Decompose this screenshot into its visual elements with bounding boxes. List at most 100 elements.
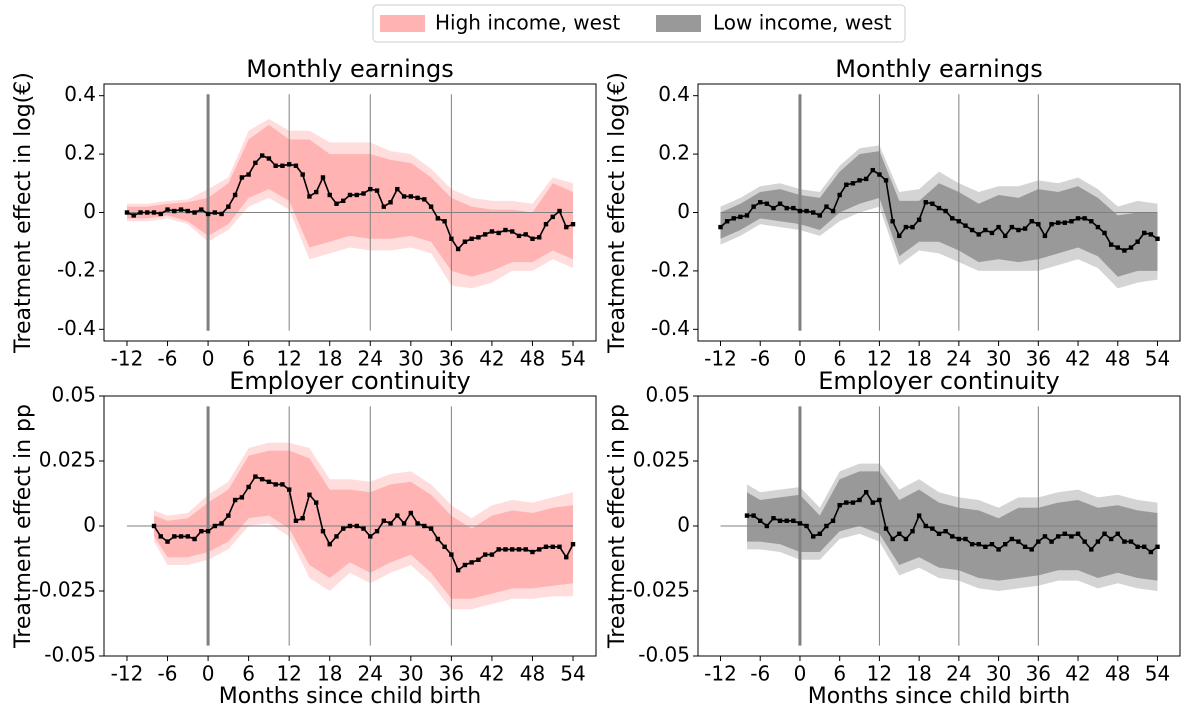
point: [983, 227, 988, 233]
point: [1062, 220, 1067, 225]
x-tick-label: 0: [202, 662, 215, 686]
point: [1135, 544, 1140, 549]
point: [482, 552, 488, 557]
point: [777, 518, 783, 523]
point: [877, 172, 882, 177]
point: [1016, 539, 1021, 544]
point: [482, 232, 488, 237]
point: [151, 523, 157, 529]
legend-swatch: [656, 15, 701, 32]
legend-box: [372, 4, 906, 43]
point: [1082, 216, 1087, 221]
x-tick-label: 12: [867, 662, 892, 686]
point: [976, 232, 981, 237]
point: [1049, 221, 1054, 227]
point: [797, 208, 803, 214]
y-tick-label: 0.05: [51, 383, 96, 407]
point: [903, 536, 909, 542]
y-tick-label: 0: [677, 199, 690, 223]
point: [469, 236, 474, 241]
point: [388, 521, 393, 526]
panel: -12 -6 0 6 12 18 24 30 36 42 48 54 -0.4 -0.2 0 0.2 0.4 Mo…: [605, 55, 1181, 371]
point: [341, 526, 346, 531]
y-tick-label: 0.4: [658, 82, 690, 106]
y-tick-label: 0: [83, 199, 96, 223]
x-tick-label: 36: [1026, 662, 1051, 686]
point: [361, 191, 366, 196]
point: [489, 229, 495, 234]
x-tick-label: 54: [560, 662, 585, 686]
point: [462, 562, 468, 568]
point: [1115, 531, 1120, 536]
point: [368, 534, 373, 539]
point: [435, 536, 441, 542]
point: [857, 178, 862, 183]
panel: -12 -6 0 6 12 18 24 30 36 42 48 54 -0.05 -0.025 0 0.025…: [605, 367, 1181, 708]
point: [943, 208, 948, 214]
point: [300, 172, 305, 177]
point: [422, 197, 427, 202]
point: [185, 208, 191, 214]
point: [550, 544, 555, 549]
point: [212, 523, 218, 529]
point: [1102, 531, 1107, 536]
point: [1122, 248, 1127, 253]
point: [863, 490, 869, 495]
x-tick-label: 6: [242, 662, 255, 686]
point: [1095, 539, 1101, 544]
x-tick-label: 30: [986, 662, 1011, 686]
point: [916, 513, 922, 518]
point: [1122, 539, 1127, 544]
x-tick-label: 42: [1065, 662, 1090, 686]
point: [178, 207, 184, 212]
point: [320, 175, 326, 180]
point: [804, 523, 809, 529]
point: [165, 207, 170, 212]
point: [401, 194, 407, 199]
point: [1075, 216, 1081, 221]
panel-title: Employer continuity: [818, 367, 1059, 395]
x-tick-label: 36: [439, 347, 464, 371]
x-tick-label: 36: [439, 662, 464, 686]
point: [138, 210, 143, 215]
point: [930, 526, 935, 531]
point: [564, 555, 569, 560]
point: [253, 474, 258, 479]
point: [570, 221, 576, 227]
y-tick-label: -0.05: [638, 643, 690, 667]
point: [1075, 531, 1081, 536]
point: [449, 552, 454, 557]
point: [784, 205, 789, 211]
point: [503, 227, 508, 233]
legend: High income, west Low income, west: [372, 4, 906, 43]
point: [151, 210, 157, 215]
point: [523, 547, 528, 552]
point: [509, 229, 515, 234]
point: [764, 201, 770, 206]
point: [158, 211, 163, 217]
y-tick-label: -0.025: [626, 578, 690, 602]
point: [777, 201, 783, 206]
point: [930, 201, 935, 206]
point: [791, 518, 796, 523]
point: [286, 162, 292, 167]
point: [266, 156, 272, 161]
point: [1148, 549, 1154, 555]
point: [293, 518, 299, 523]
point: [192, 536, 197, 542]
y-axis-label: Treatment effect in pp: [11, 404, 36, 649]
point: [1009, 536, 1015, 542]
x-tick-label: 54: [560, 347, 585, 371]
inner-band: [720, 151, 1158, 277]
x-tick-label: -6: [158, 347, 178, 371]
point: [903, 224, 909, 230]
point: [1108, 242, 1114, 247]
point: [503, 547, 508, 552]
point: [334, 201, 339, 206]
point: [408, 194, 414, 199]
x-tick-label: -12: [704, 347, 737, 371]
point: [844, 182, 849, 187]
point: [530, 236, 535, 241]
point: [172, 534, 177, 539]
point: [824, 204, 829, 209]
